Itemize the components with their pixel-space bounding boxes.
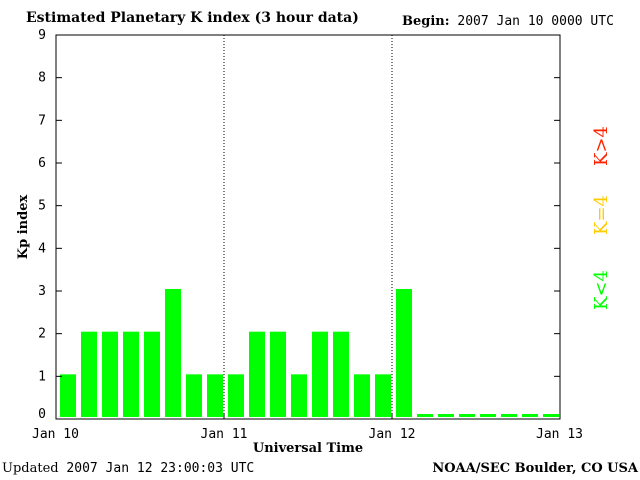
kp-bar [522,414,538,417]
kp-bar [60,374,76,417]
updated-value: 2007 Jan 12 23:00:03 UTC [66,461,255,476]
kp-bar [81,331,97,417]
y-tick-label: 9 [38,28,46,43]
kp-bar [438,414,454,417]
y-tick-label: 4 [38,241,46,256]
kp-bar [396,289,412,417]
y-tick-label: 2 [38,327,46,342]
kp-bar [165,289,181,417]
x-tick-label: Jan 12 [369,427,416,442]
x-tick-label: Jan 11 [201,427,248,442]
y-tick-label: 3 [38,284,46,299]
kp-bar [186,374,202,417]
begin-label: Begin: [402,14,450,29]
begin-time: Begin: 2007 Jan 10 0000 UTC [402,14,614,29]
y-tick-label: 0 [38,407,46,422]
chart-title: Estimated Planetary K index (3 hour data… [26,10,359,26]
updated-time: Updated 2007 Jan 12 23:00:03 UTC [2,461,254,476]
x-axis-title: Universal Time [253,441,363,456]
y-axis-ticks: 0 1 2 3 4 5 6 7 8 9 [38,28,560,422]
x-tick-label: Jan 13 [536,427,583,442]
kp-bar [207,374,223,417]
y-tick-label: 8 [38,71,46,86]
begin-value: 2007 Jan 10 0000 UTC [457,14,614,29]
kp-bar [354,374,370,417]
plot-frame [55,34,561,420]
kp-bar [144,331,160,417]
kp-bar [417,414,433,417]
kp-bar [459,414,475,417]
y-tick-label: 7 [38,113,46,128]
kp-bar [123,331,139,417]
kp-bar [249,331,265,417]
y-axis-title: Kp index [16,195,31,260]
y-tick-label: 5 [38,199,46,214]
day-separators [223,35,393,419]
kp-bar [333,331,349,417]
kp-bar [480,414,496,417]
y-tick-label: 1 [38,369,46,384]
kp-bar [270,331,286,417]
source-credit: NOAA/SEC Boulder, CO USA [432,461,638,476]
updated-label: Updated [2,461,59,476]
kp-bar [375,374,391,417]
legend-entry: K=4 [591,195,612,235]
kp-bar [543,414,559,417]
kp-bar [501,414,517,417]
y-tick-label: 6 [38,156,46,171]
bars-group [60,289,559,417]
x-axis-ticks: Jan 10 Jan 11 Jan 12 Jan 13 [32,413,583,442]
kp-bar [102,331,118,417]
legend-entry: K>4 [591,126,612,166]
legend: K<4 K=4 K>4 [591,126,612,310]
x-tick-label: Jan 10 [32,427,79,442]
kp-bar [312,331,328,417]
legend-entry: K<4 [591,270,612,310]
kp-bar [291,374,307,417]
kp-bar [228,374,244,417]
